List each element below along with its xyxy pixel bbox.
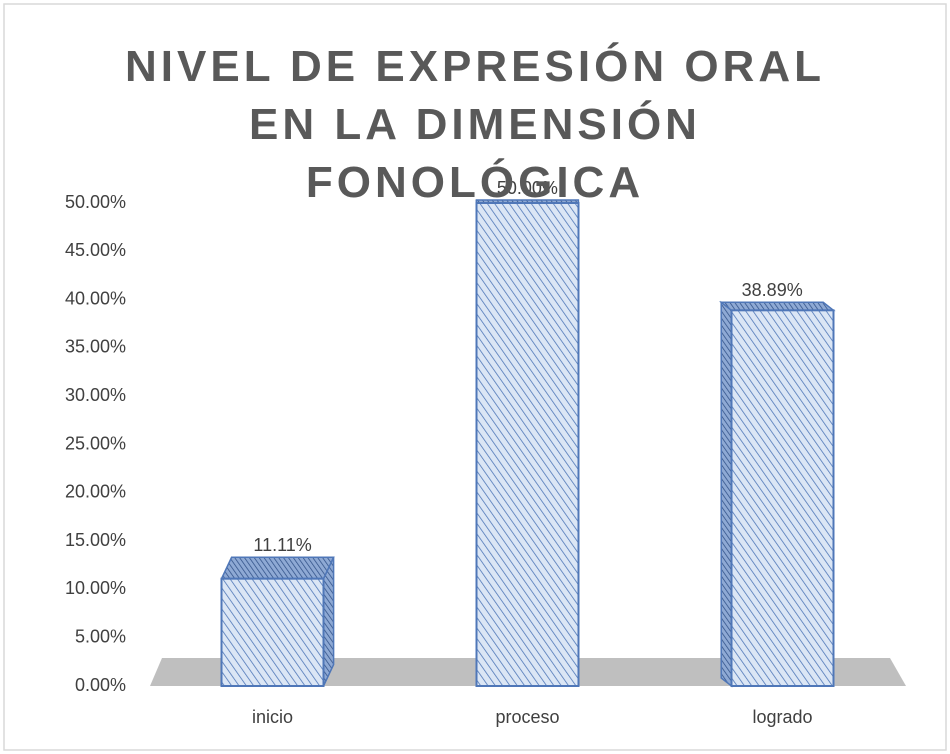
x-tick-label: proceso — [495, 707, 559, 727]
y-tick-label: 50.00% — [65, 192, 126, 212]
x-tick-label: inicio — [252, 707, 293, 727]
y-tick-label: 10.00% — [65, 578, 126, 598]
y-tick-label: 45.00% — [65, 240, 126, 260]
bar-top — [220, 556, 335, 580]
y-tick-label: 30.00% — [65, 385, 126, 405]
chart-border — [3, 3, 947, 751]
chart-title: NIVEL DE EXPRESIÓN ORAL EN LA DIMENSIÓN … — [125, 42, 825, 207]
bar — [730, 309, 835, 687]
y-tick-label: 0.00% — [75, 675, 126, 695]
data-label: 11.11% — [253, 535, 311, 555]
y-tick-label: 40.00% — [65, 288, 126, 308]
data-label: 50.00% — [497, 178, 558, 198]
y-tick-label: 25.00% — [65, 433, 126, 453]
bar — [475, 202, 580, 687]
y-tick-label: 20.00% — [65, 482, 126, 502]
y-tick-label: 35.00% — [65, 337, 126, 357]
bar — [220, 577, 325, 688]
plot-area: 0.00% 5.00% 10.00% 15.00% 20.00% 25.00% 30.00%… — [65, 178, 836, 727]
data-label: 38.89% — [742, 280, 803, 300]
y-tick-label: 5.00% — [75, 626, 126, 646]
bar-top — [719, 301, 836, 312]
bar-side — [720, 300, 733, 688]
x-tick-label: logrado — [752, 707, 812, 727]
y-tick-label: 15.00% — [65, 530, 126, 550]
